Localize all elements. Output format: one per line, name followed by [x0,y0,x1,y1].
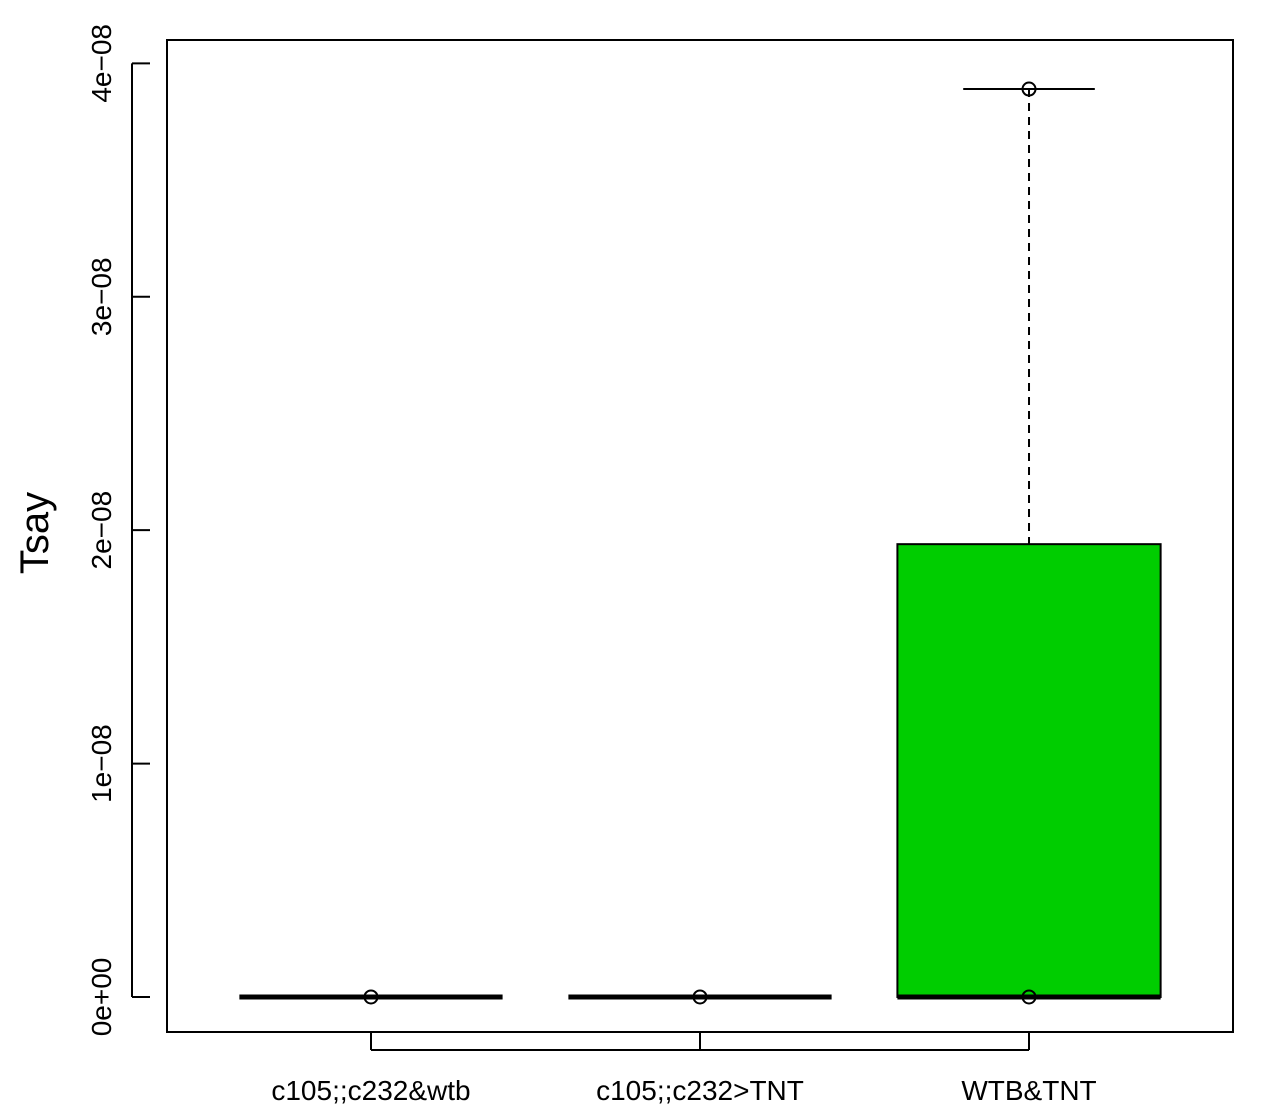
data-point [363,989,379,1005]
y-axis-title: Tsay [13,492,57,574]
x-tick-label: WTB&TNT [961,1075,1096,1106]
data-point [1021,989,1037,1005]
y-tick-label: 1e−08 [86,724,117,803]
y-tick-label: 0e+00 [86,958,117,1037]
x-tick-label: c105;;c232&wtb [271,1075,470,1106]
data-point [1021,81,1037,97]
x-tick-label: c105;;c232>TNT [596,1075,804,1106]
data-point [692,989,708,1005]
y-tick-label: 4e−08 [86,24,117,103]
y-tick-label: 2e−08 [86,491,117,570]
y-tick-label: 3e−08 [86,257,117,336]
box [896,543,1162,998]
